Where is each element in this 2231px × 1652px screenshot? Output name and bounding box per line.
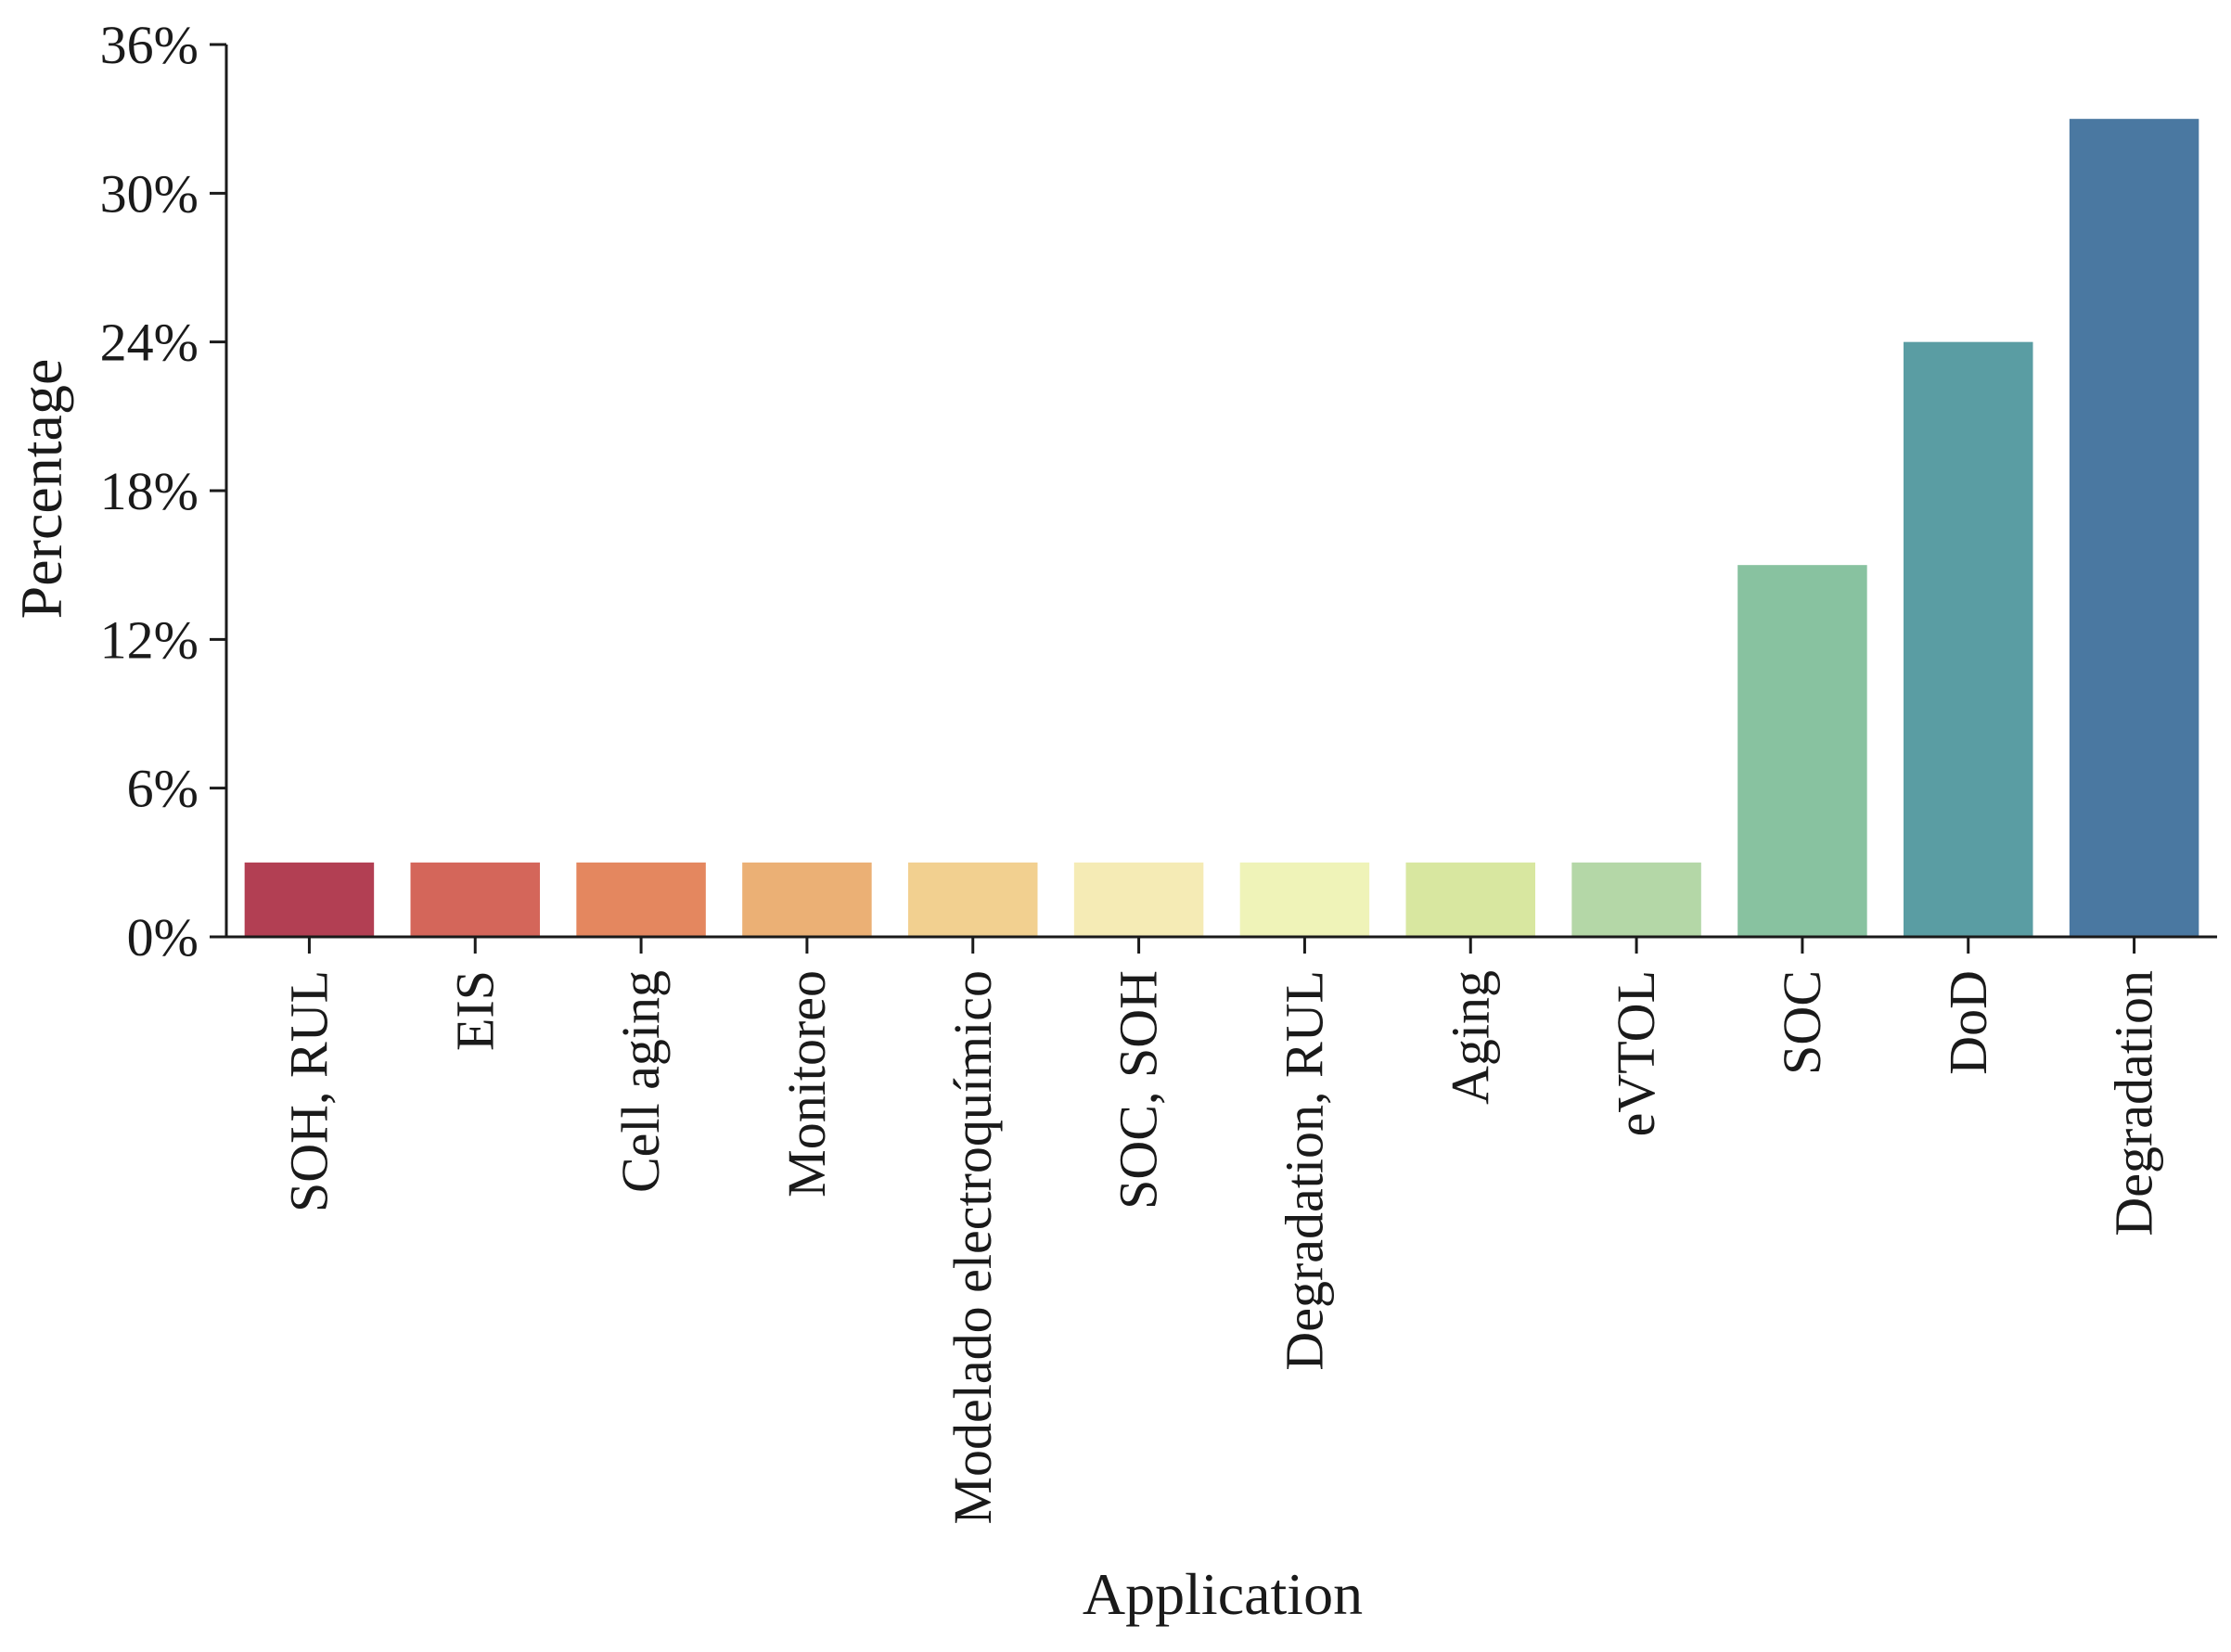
y-tick-label: 6%: [127, 759, 199, 819]
bar: [908, 862, 1038, 937]
x-tick-label: DoD: [1938, 970, 1998, 1075]
x-tick-label: Degradation, RUL: [1274, 970, 1334, 1371]
bar: [1073, 862, 1204, 937]
y-tick-label: 30%: [100, 163, 199, 224]
bar: [1405, 862, 1535, 937]
y-axis-title: Percentage: [8, 359, 74, 620]
bars-group: [244, 119, 2199, 938]
bar: [1737, 565, 1867, 937]
x-axis: SOH, RUL EIS Cell aging Monitoreo Modelado e…: [226, 935, 2217, 1525]
x-tick-label: Monitoreo: [776, 970, 837, 1197]
y-tick-label: 36%: [100, 15, 199, 75]
x-tick-label: Cell aging: [610, 970, 671, 1193]
x-tick-label: EIS: [444, 970, 505, 1051]
y-tick-label: 24%: [100, 313, 199, 373]
x-axis-title: Application: [1083, 1561, 1363, 1627]
bar: [742, 862, 872, 937]
bar: [1904, 341, 2033, 938]
bar: [576, 862, 706, 937]
y-tick-label: 12%: [100, 609, 199, 670]
x-tick-label: eVTOL: [1606, 970, 1666, 1136]
bar: [244, 862, 375, 937]
x-tick-label: SOC: [1772, 970, 1832, 1075]
bar: [1239, 862, 1370, 937]
x-tick-label: Degradation: [2104, 970, 2164, 1236]
x-tick-label: SOC, SOH: [1109, 970, 1169, 1210]
x-tick-label: Aging: [1440, 970, 1500, 1105]
bar: [2069, 119, 2199, 937]
y-tick-label: 18%: [100, 461, 199, 521]
y-axis: 0% 6% 12% 18% 24% 30% 36%: [100, 15, 228, 967]
bar: [410, 862, 540, 937]
bar: [1571, 862, 1701, 937]
y-tick-label: 0%: [127, 907, 199, 967]
x-tick-label: Modelado electroquímico: [942, 970, 1003, 1525]
x-tick-label: SOH, RUL: [278, 970, 339, 1212]
